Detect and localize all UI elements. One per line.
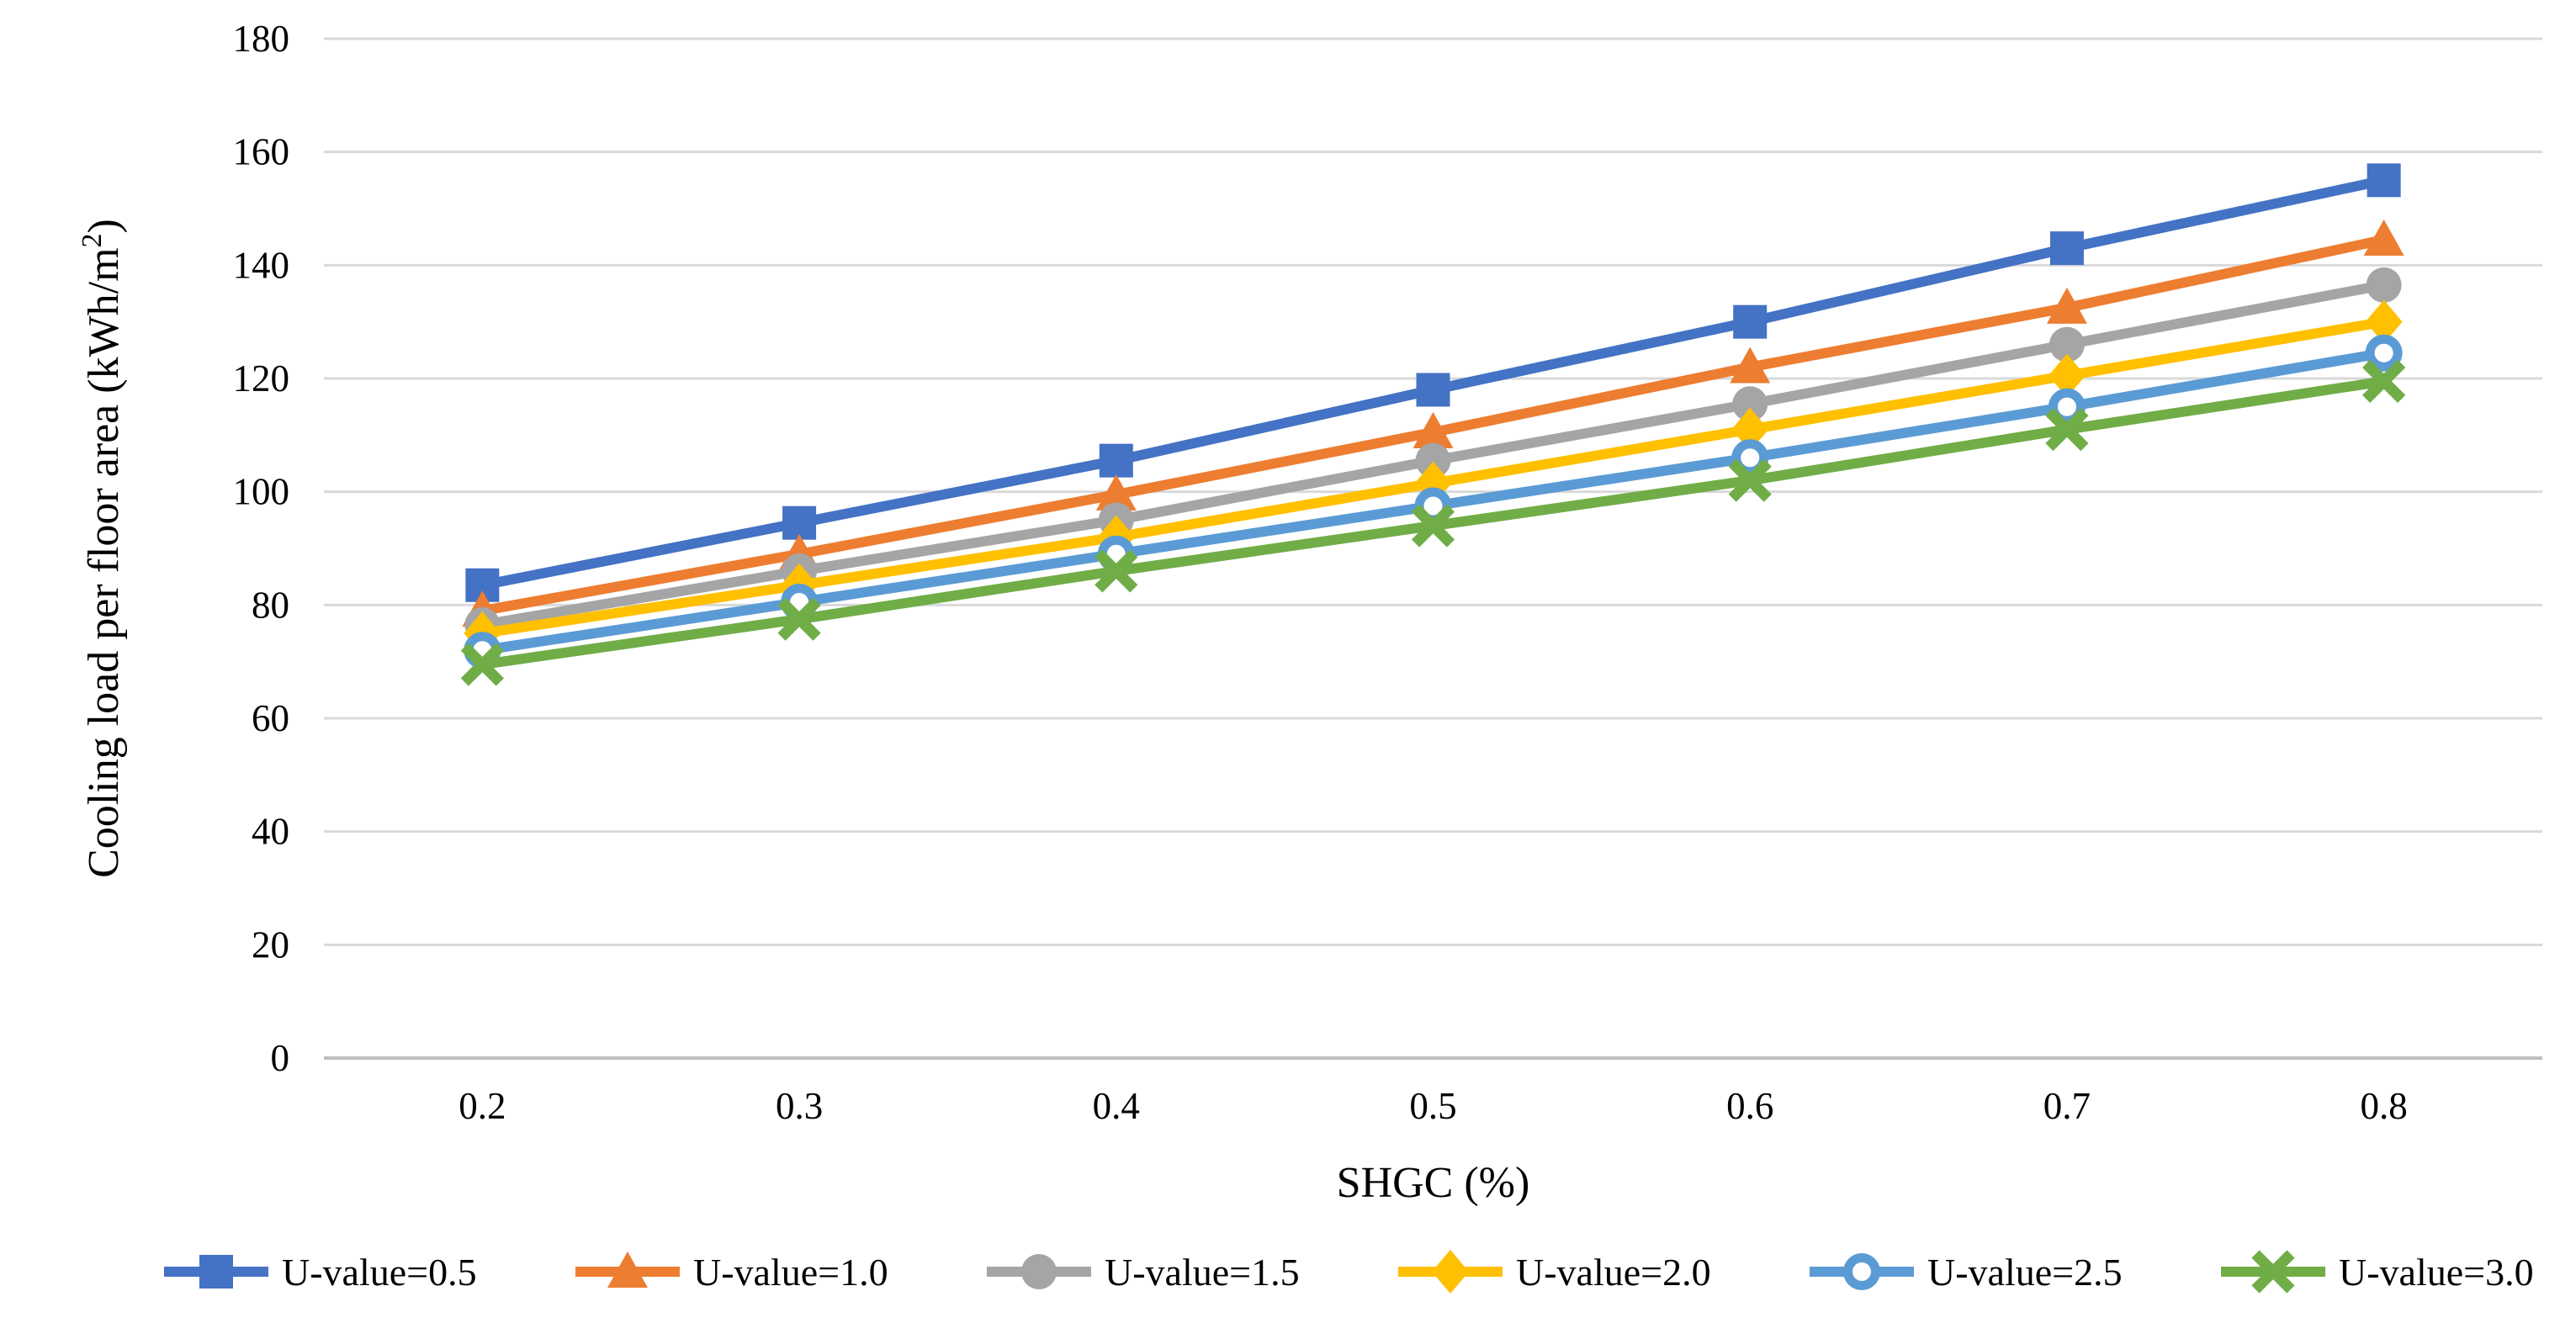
legend-item: U-value=3.0 <box>2221 1250 2534 1294</box>
x-tick-label: 0.8 <box>2361 1085 2408 1127</box>
legend-label: U-value=1.5 <box>1105 1251 1300 1294</box>
legend-item: U-value=1.0 <box>575 1251 888 1294</box>
marker-diamond <box>2048 353 2086 398</box>
marker-x <box>2045 408 2089 452</box>
marker-triangle <box>2046 287 2087 324</box>
marker-square <box>2049 231 2084 266</box>
marker-square <box>1099 443 1133 478</box>
y-tick-label: 40 <box>252 811 289 853</box>
marker-circle <box>1021 1254 1057 1289</box>
y-tick-label: 80 <box>252 584 289 626</box>
legend-item: U-value=2.5 <box>1810 1251 2123 1294</box>
marker-triangle <box>607 1252 648 1288</box>
marker-x <box>1095 549 1138 593</box>
marker-square <box>199 1255 233 1289</box>
legend-item: U-value=2.0 <box>1398 1250 1711 1294</box>
y-tick-label: 100 <box>233 471 290 513</box>
series-u-value-3.0 <box>460 359 2406 686</box>
series-u-value-0.5 <box>465 163 2401 602</box>
marker-circle <box>1415 442 1451 479</box>
marker-x <box>2362 359 2406 403</box>
y-axis-title: Cooling load per floor area (kWh/m2) <box>77 219 128 878</box>
marker-triangle <box>1730 347 1771 384</box>
marker-triangle <box>2363 220 2404 257</box>
marker-diamond <box>1432 1250 1469 1294</box>
legend-label: U-value=2.0 <box>1516 1251 1711 1294</box>
x-tick-label: 0.2 <box>458 1085 506 1127</box>
legend-label: U-value=3.0 <box>2339 1251 2534 1294</box>
marker-x <box>777 597 821 641</box>
marker-open-circle <box>2048 388 2086 426</box>
x-axis-title: SHGC (%) <box>1337 1159 1530 1207</box>
y-tick-label: 140 <box>233 244 290 286</box>
y-tick-label: 180 <box>233 18 290 60</box>
marker-open-circle <box>1843 1253 1880 1290</box>
y-tick-label: 120 <box>233 357 290 400</box>
legend-label: U-value=0.5 <box>282 1251 477 1294</box>
series-u-value-2.0 <box>464 299 2403 655</box>
x-tick-label: 0.7 <box>2043 1085 2091 1127</box>
marker-triangle <box>1095 474 1137 511</box>
marker-open-circle <box>1731 439 1769 477</box>
marker-open-circle <box>2365 334 2403 372</box>
legend-item: U-value=1.5 <box>987 1251 1300 1294</box>
marker-x <box>1728 458 1772 502</box>
marker-square <box>2367 163 2401 198</box>
marker-triangle <box>1413 411 1454 448</box>
marker-x <box>1411 504 1455 548</box>
x-tick-label: 0.5 <box>1409 1085 1456 1127</box>
legend: U-value=0.5 U-value=1.0 U-value=1.5 U-value… <box>164 1250 2534 1294</box>
x-tick-label: 0.4 <box>1093 1085 1140 1127</box>
marker-circle <box>1732 386 1768 422</box>
legend-item: U-value=0.5 <box>164 1251 477 1294</box>
x-tick-label: 0.3 <box>776 1085 823 1127</box>
y-tick-label: 160 <box>233 131 290 173</box>
y-tick-label: 60 <box>252 697 289 739</box>
marker-square <box>1733 304 1768 339</box>
legend-label: U-value=2.5 <box>1927 1251 2123 1294</box>
marker-square <box>1416 373 1450 407</box>
marker-diamond <box>2365 299 2403 344</box>
marker-circle <box>2366 267 2402 303</box>
y-tick-label: 0 <box>271 1037 290 1079</box>
legend-label: U-value=1.0 <box>693 1251 888 1294</box>
marker-x <box>2251 1250 2295 1294</box>
marker-diamond <box>1731 407 1769 452</box>
series-u-value-1.5 <box>464 267 2402 643</box>
marker-x <box>460 643 504 686</box>
x-tick-label: 0.6 <box>1726 1085 1773 1127</box>
y-tick-label: 20 <box>252 923 289 966</box>
marker-circle <box>2049 326 2085 363</box>
